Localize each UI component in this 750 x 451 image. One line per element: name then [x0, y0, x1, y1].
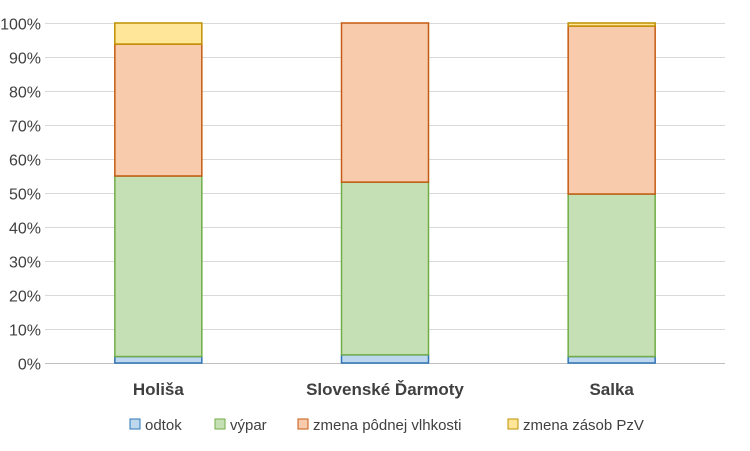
bar-segment-zmena-zásob-PzV: [567, 22, 656, 27]
bar-segment-odtok: [567, 355, 656, 364]
x-tick-label: Holiša: [133, 380, 185, 399]
y-tick-label: 10%: [9, 323, 41, 340]
bar-segment-odtok: [340, 354, 430, 364]
legend-swatch: [297, 418, 309, 430]
y-tick-label: 100%: [0, 17, 41, 34]
bar-segment-zmena-pôdnej-vlhkosti: [340, 22, 430, 183]
x-tick-label: Salka: [589, 380, 634, 399]
legend-label: zmena pôdnej vlhkosti: [313, 417, 461, 434]
y-tick-label: 80%: [9, 85, 41, 102]
bar-segment-výpar: [340, 181, 430, 356]
bar-segment-zmena-zásob-PzV: [114, 22, 203, 45]
bar-segment-zmena-pôdnej-vlhkosti: [567, 25, 656, 195]
legend-label: zmena zásob PzV: [523, 417, 644, 434]
y-tick-label: 90%: [9, 51, 41, 68]
legend-swatch: [507, 418, 519, 430]
bar-segment-výpar: [114, 175, 203, 358]
y-tick-label: 60%: [9, 153, 41, 170]
y-tick-label: 40%: [9, 221, 41, 238]
y-tick-label: 20%: [9, 289, 41, 306]
bar-segment-výpar: [567, 193, 656, 358]
legend-swatch: [214, 418, 226, 430]
bar-segment-odtok: [114, 355, 203, 364]
legend-label: odtok: [145, 417, 182, 434]
y-tick-label: 30%: [9, 255, 41, 272]
y-tick-label: 70%: [9, 119, 41, 136]
legend-swatch: [129, 418, 141, 430]
y-tick-label: 0%: [18, 357, 41, 374]
legend-label: výpar: [230, 417, 267, 434]
bar-segment-zmena-pôdnej-vlhkosti: [114, 43, 203, 177]
y-tick-label: 50%: [9, 187, 41, 204]
x-tick-label: Slovenské Ďarmoty: [306, 380, 464, 399]
